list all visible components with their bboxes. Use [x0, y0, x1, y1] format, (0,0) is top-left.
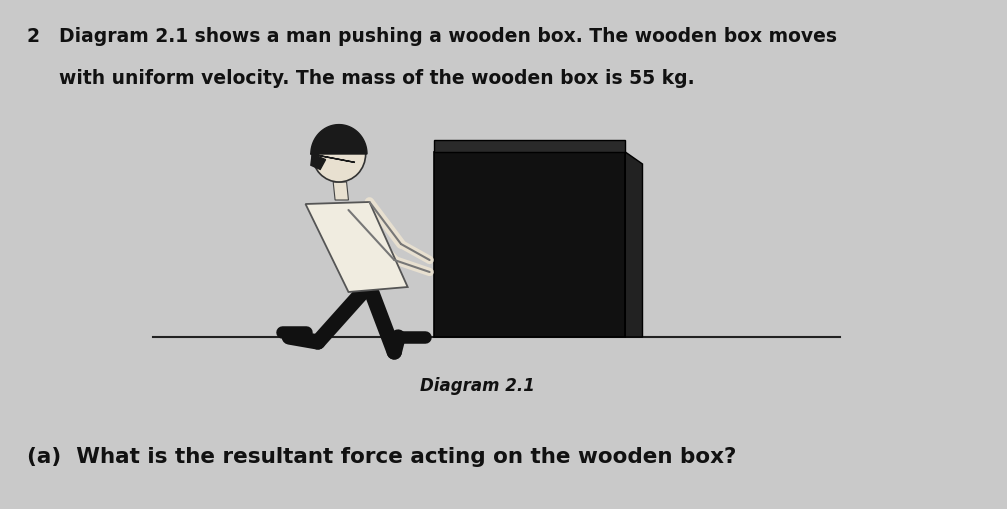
Polygon shape: [311, 125, 367, 162]
Bar: [434, 152, 625, 337]
Text: (a)  What is the resultant force acting on the wooden box?: (a) What is the resultant force acting o…: [27, 447, 736, 467]
Polygon shape: [625, 152, 642, 337]
Text: 2: 2: [27, 27, 39, 46]
Circle shape: [312, 126, 366, 182]
Polygon shape: [305, 202, 408, 292]
Text: Diagram 2.1 shows a man pushing a wooden box. The wooden box moves: Diagram 2.1 shows a man pushing a wooden…: [59, 27, 837, 46]
Polygon shape: [311, 154, 325, 169]
Bar: [434, 140, 625, 152]
Text: with uniform velocity. The mass of the wooden box is 55 kg.: with uniform velocity. The mass of the w…: [59, 69, 695, 88]
Text: Diagram 2.1: Diagram 2.1: [420, 377, 535, 395]
Polygon shape: [333, 182, 348, 200]
